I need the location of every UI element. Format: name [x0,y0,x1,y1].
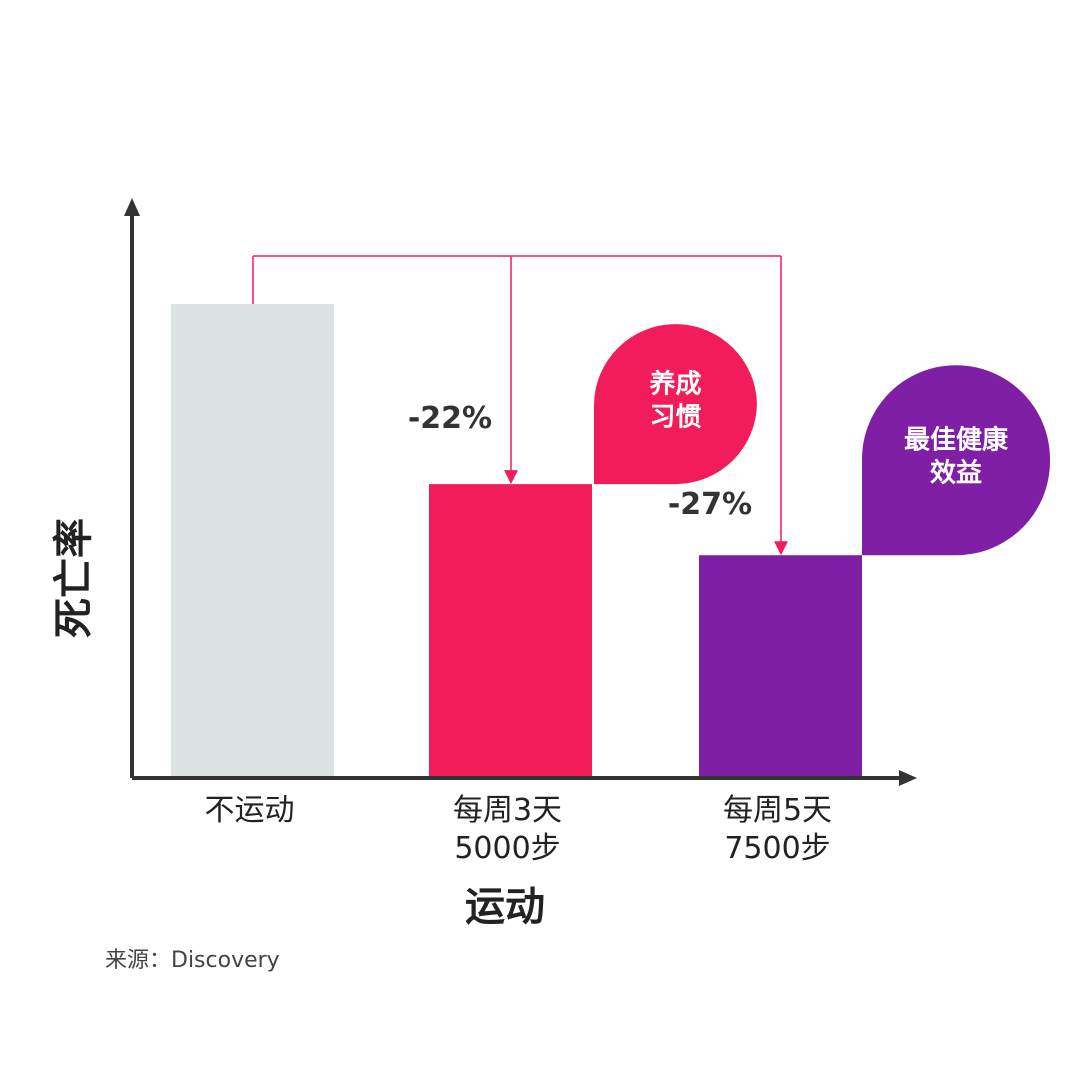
value-label-2: -22% [408,401,492,436]
y-axis-title: 死亡率 [51,518,97,638]
connector-layer [252,255,788,556]
connector-arrowhead-1 [504,470,518,485]
bar-2 [429,484,592,778]
bar-1 [171,304,334,778]
badge-1 [594,324,757,485]
badge-2-line-2: 效益 [930,458,982,489]
category-label-1-line-1: 不运动 [205,793,295,828]
category-label-2-line-2: 5000步 [454,831,560,866]
badge-2-line-1: 最佳健康 [904,425,1009,456]
badge-1-line-1: 养成 [648,369,701,400]
bar-3 [699,555,862,778]
badge-1-line-2: 习惯 [649,403,701,433]
source-note: 来源：Discovery [105,948,280,973]
y-axis-arrow [124,198,140,216]
axes-layer [124,198,917,786]
category-label-3-line-1: 每周5天 [723,793,832,828]
x-axis-arrow [899,770,917,786]
category-label-3-line-2: 7500步 [724,831,830,866]
x-axis-title: 运动 [465,884,545,930]
category-label-2-line-1: 每周3天 [453,793,562,828]
badge-2 [862,365,1050,556]
connector-arrowhead-2 [774,541,788,556]
value-label-3: -27% [668,487,752,522]
bars-layer [171,304,862,778]
